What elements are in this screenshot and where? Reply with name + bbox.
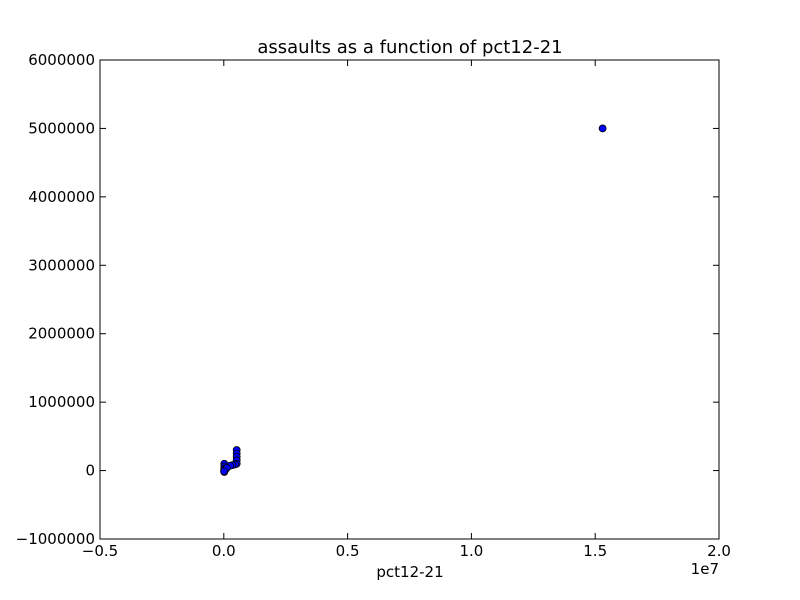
x-tick-label: 2.0 (707, 542, 731, 560)
x-axis-offset-label: 1e7 (691, 560, 719, 578)
y-tick-label: −1000000 (16, 530, 95, 548)
x-axis-label: pct12-21 (376, 563, 443, 581)
y-tick-label: 5000000 (28, 119, 95, 137)
y-tick-label: 6000000 (28, 51, 95, 69)
data-points (220, 124, 607, 476)
data-point (598, 124, 607, 133)
y-tick-label: 4000000 (28, 188, 95, 206)
x-tick-label: 1.5 (583, 542, 607, 560)
chart-title: assaults as a function of pct12-21 (257, 37, 562, 58)
plot-frame (99, 59, 720, 540)
x-tick-label: 0.0 (212, 542, 236, 560)
data-point (220, 467, 228, 476)
x-tick-label: −0.5 (82, 542, 118, 560)
y-tick-label: 2000000 (28, 325, 95, 343)
y-tick-label: 1000000 (28, 393, 95, 411)
axis-ticks: −0.5 0.0 0.5 1.0 1.5 2.0 −1000000 0 1000000 20000… (16, 51, 731, 560)
x-tick-label: 0.5 (336, 542, 360, 560)
x-tick-label: 1.0 (459, 542, 483, 560)
y-tick-label: 3000000 (28, 256, 95, 274)
y-tick-label: 0 (85, 462, 95, 480)
